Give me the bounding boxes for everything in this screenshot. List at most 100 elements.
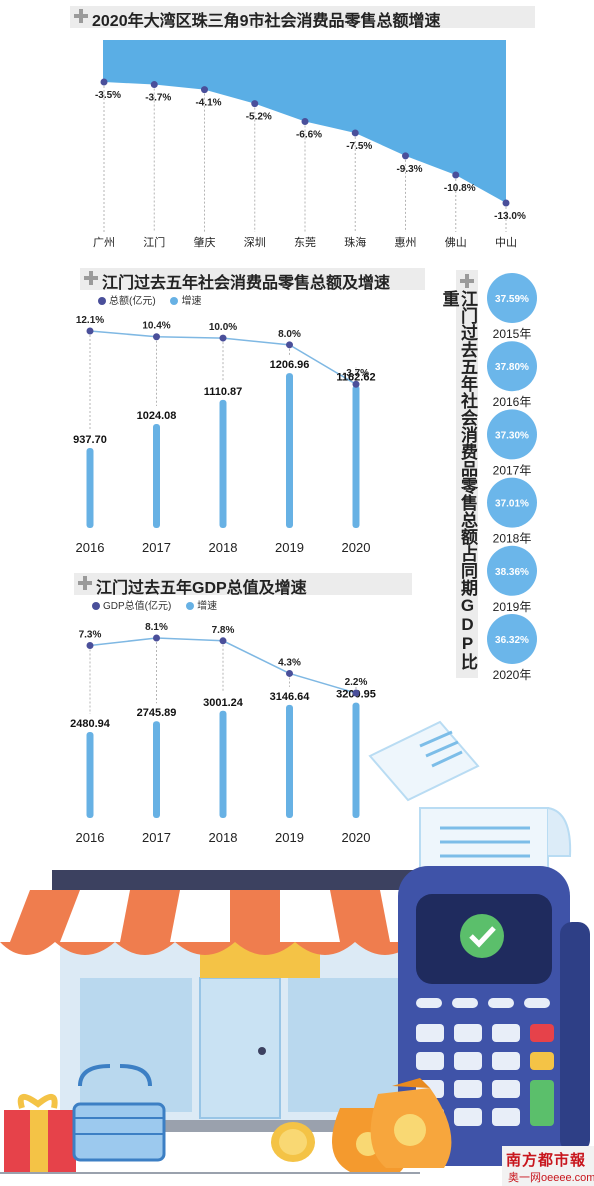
- legend-dot-rate: [170, 296, 179, 305]
- rate-label: -3.7%: [343, 368, 369, 379]
- shopping-illustration: [0, 720, 590, 1174]
- rate-point: [86, 327, 94, 335]
- chart3-title: 江门过去五年GDP总值及增速: [96, 580, 307, 597]
- data-label: -7.5%: [346, 141, 372, 152]
- year-label: 2017年: [493, 463, 532, 477]
- ratio-label: 37.30%: [495, 430, 529, 441]
- data-label: -6.6%: [296, 129, 322, 140]
- ratio-circle: [487, 477, 537, 528]
- rate-label: 8.0%: [278, 329, 301, 340]
- publisher-logo: 南方都市報 奥一网oeeee.com: [502, 1146, 594, 1186]
- plus-icon: [460, 274, 474, 288]
- rate-label: 12.1%: [76, 315, 104, 326]
- data-point: [251, 100, 259, 108]
- chart3-title-bar: 江门过去五年GDP总值及增速: [74, 573, 412, 597]
- plus-icon: [74, 9, 88, 23]
- category-label: 肇庆: [194, 235, 216, 249]
- data-label: -10.8%: [444, 183, 476, 194]
- legend-label-rate: 增速: [197, 601, 218, 612]
- legend-dot-total: [92, 601, 100, 610]
- legend-dot-total: [98, 296, 106, 305]
- gift-box-icon: [4, 1094, 76, 1172]
- data-point: [402, 152, 409, 160]
- bar-value-label: 2745.89: [137, 707, 177, 719]
- category-label: 深圳: [244, 236, 266, 249]
- ratio-label: 38.36%: [495, 567, 529, 578]
- category-label: 2019: [275, 830, 304, 845]
- category-label: 2019: [275, 540, 304, 555]
- bar: [286, 704, 293, 818]
- rate-point: [219, 637, 227, 645]
- category-label: 佛山: [445, 236, 467, 249]
- category-label: 广州: [93, 236, 115, 249]
- data-point: [301, 117, 309, 125]
- chart3-bar-line-chart: 2480.94 2016 2745.89 2017 3001.24 2018 3146.64…: [70, 622, 376, 845]
- category-label: 2017: [142, 830, 171, 845]
- money-bag-icon: [332, 1078, 452, 1172]
- rate-label: 8.1%: [145, 622, 168, 633]
- pos-terminal-icon: [398, 866, 590, 1166]
- bar: [153, 423, 160, 528]
- area-fill: [104, 40, 506, 203]
- storefront-icon: [0, 870, 430, 1132]
- data-label: -3.5%: [95, 90, 121, 101]
- logo-line2: 奥一网oeeee.com: [508, 1172, 594, 1184]
- data-label: -5.2%: [246, 112, 272, 123]
- data-point: [452, 171, 460, 179]
- rate-point: [286, 669, 293, 677]
- legend-dot-rate: [186, 601, 195, 610]
- data-point: [201, 86, 208, 94]
- year-label: 2020年: [493, 668, 532, 682]
- plus-icon: [78, 576, 92, 590]
- year-label: 2015年: [493, 327, 532, 341]
- ratio-circle: [487, 341, 537, 392]
- data-label: -4.1%: [195, 98, 221, 109]
- ratio-circle: [487, 545, 537, 596]
- rate-point: [219, 334, 227, 342]
- basket-icon: [72, 1064, 166, 1162]
- plus-icon: [84, 271, 98, 285]
- bar-value-label: 3001.24: [203, 697, 244, 709]
- chart2-legend: 总额(亿元) 增速: [98, 292, 213, 307]
- chart1-title-bar: 2020年大湾区珠三角9市社会消费品零售总额增速: [70, 6, 535, 30]
- ratio-label: 37.01%: [495, 499, 529, 510]
- bar: [219, 710, 227, 818]
- receipt-icon: [368, 720, 572, 877]
- category-label: 2016: [76, 540, 105, 555]
- rate-label: 10.4%: [142, 321, 170, 332]
- chart1-title: 2020年大湾区珠三角9市社会消费品零售总额增速: [92, 13, 441, 30]
- category-label: 2018: [209, 830, 238, 845]
- bar-value-label: 2480.94: [70, 718, 111, 730]
- rate-point: [286, 341, 293, 349]
- chart1-area-chart: -3.5% 广州 -3.7% 江门 -4.1% 肇庆 -5.2% 深圳 -6.6% 东莞 -7.5%…: [93, 40, 526, 249]
- ratio-circle: [487, 614, 537, 664]
- category-label: 2018: [209, 540, 238, 555]
- ratio-circle: [487, 409, 537, 460]
- rate-point: [153, 333, 160, 341]
- bar-value-label: 3146.64: [270, 691, 311, 703]
- rate-point: [153, 634, 160, 642]
- chart3-legend: GDP总值(亿元) 增速: [92, 597, 229, 612]
- ratio-label: 36.32%: [495, 635, 529, 646]
- data-label: -13.0%: [494, 211, 526, 222]
- bar: [86, 448, 94, 528]
- year-label: 2018年: [493, 532, 532, 546]
- rate-label: 7.3%: [79, 629, 102, 640]
- bar: [153, 721, 160, 818]
- legend-label-rate: 增速: [181, 296, 202, 307]
- ratio-circle: [487, 273, 537, 323]
- year-label: 2019年: [493, 600, 532, 614]
- rate-label: 10.0%: [209, 322, 237, 333]
- data-point: [502, 199, 510, 207]
- bar: [352, 385, 360, 528]
- chart2-title-bar: 江门过去五年社会消费品零售总额及增速: [80, 268, 425, 292]
- category-label: 2017: [142, 540, 171, 555]
- logo-line1: 南方都市報: [506, 1152, 587, 1169]
- legend-label-total: 总额(亿元): [109, 296, 156, 307]
- ratio-label: 37.80%: [495, 362, 529, 373]
- chart4-ratio-circles: 37.59% 2015年 37.80% 2016年 37.30% 2017年 37.01% 2…: [487, 273, 537, 682]
- category-label: 中山: [495, 236, 517, 249]
- category-label: 2016: [76, 830, 105, 845]
- data-label: -9.3%: [396, 164, 422, 175]
- bar-value-label: 1110.87: [204, 386, 243, 398]
